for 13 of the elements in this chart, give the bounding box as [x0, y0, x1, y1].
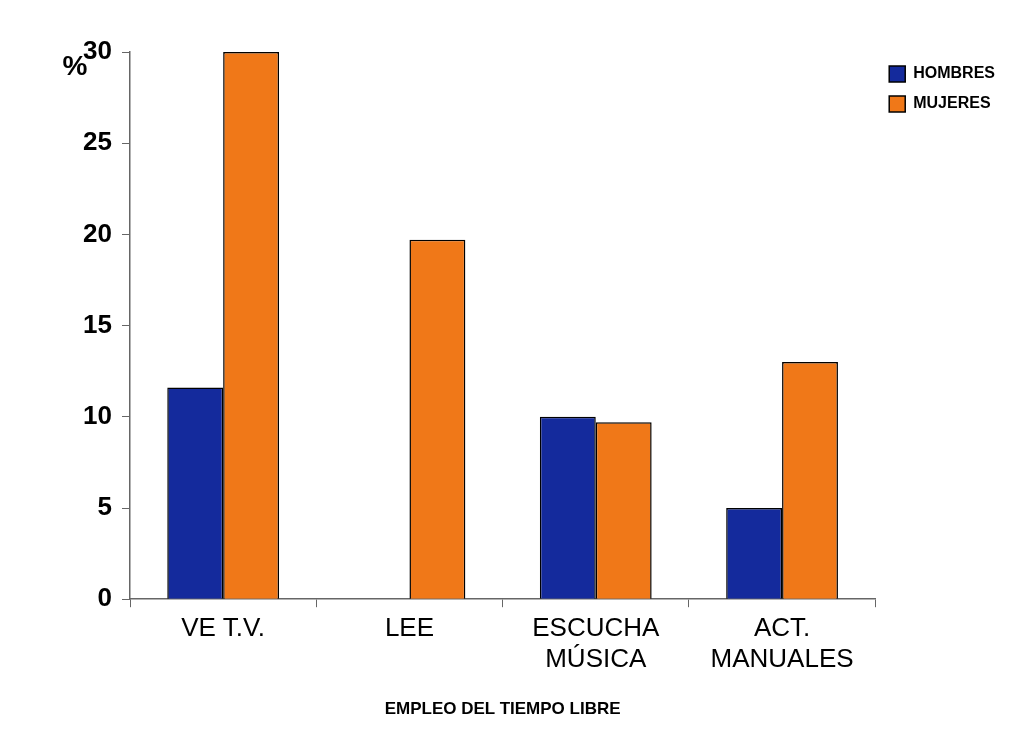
- x-axis-title: EMPLEO DEL TIEMPO LIBRE: [384, 699, 621, 719]
- legend-label: HOMBRES: [913, 64, 996, 82]
- y-tick-label: 20: [83, 217, 112, 248]
- legend-label: MUJERES: [913, 94, 991, 112]
- x-tick-label: ESCUCHA MÚSICA: [532, 611, 660, 674]
- y-tick-label: 0: [97, 582, 112, 613]
- y-tick-label: 25: [83, 126, 112, 157]
- x-tick-label: VE T.V.: [181, 611, 266, 642]
- y-tick-label: 15: [83, 308, 112, 339]
- x-tick-label: LEE: [384, 611, 435, 642]
- y-tick-label: 5: [97, 491, 112, 522]
- y-tick-label: 10: [83, 399, 112, 430]
- x-tick-label: ACT. MANUALES: [710, 611, 854, 674]
